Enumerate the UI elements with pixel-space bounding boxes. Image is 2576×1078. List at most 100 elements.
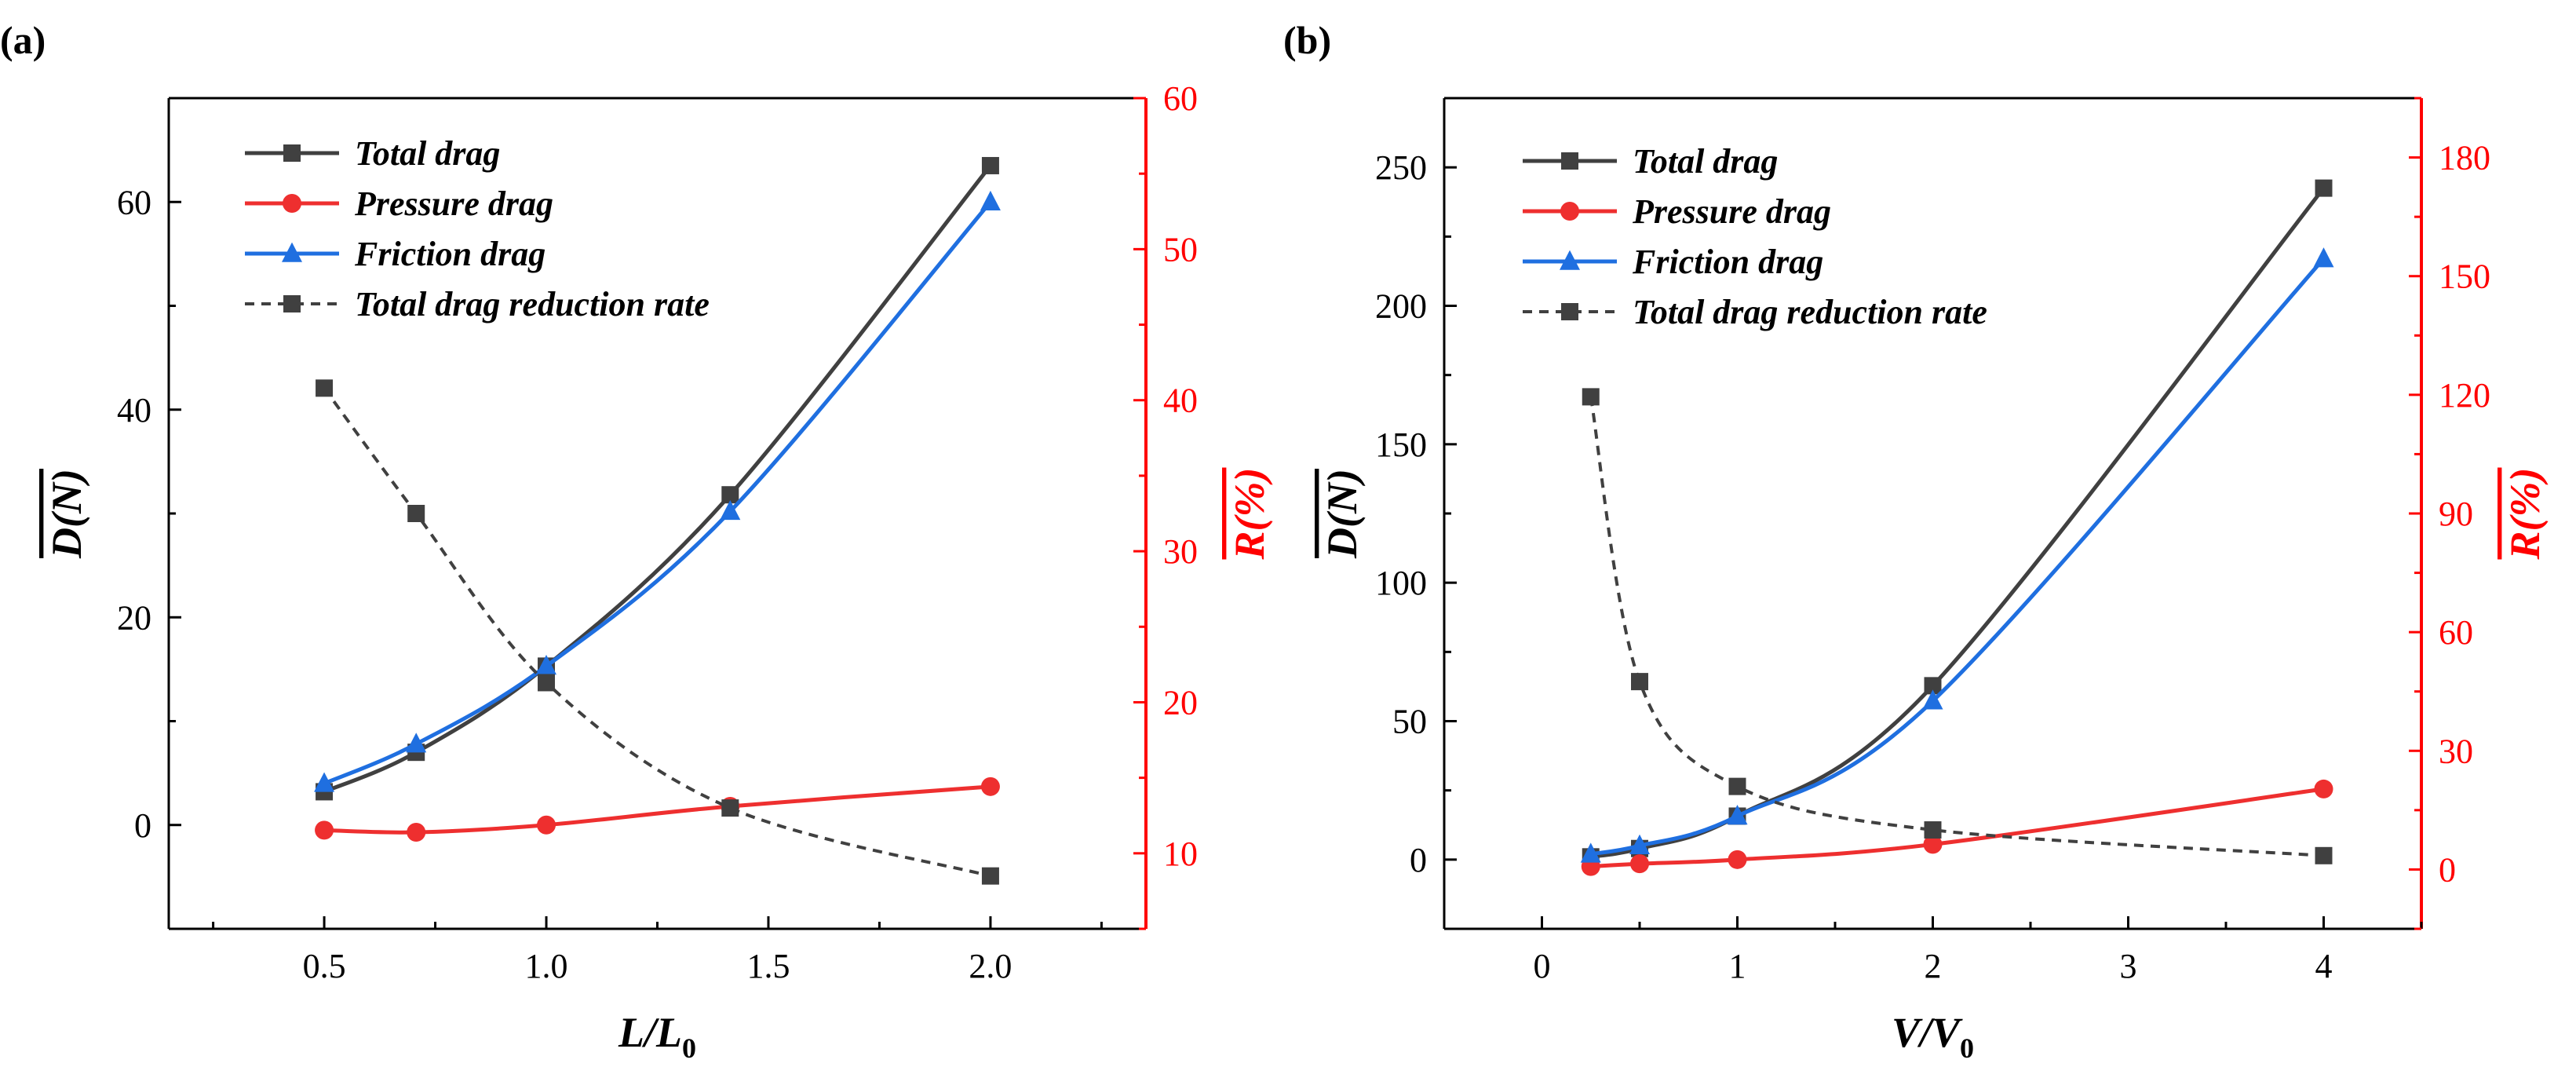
legend-label: Pressure drag [354, 185, 553, 223]
right-tick-label: 0 [2439, 850, 2456, 889]
series-friction [314, 190, 1001, 792]
x-tick-label: 1.0 [525, 947, 568, 985]
legend-label: Total drag [1633, 142, 1778, 181]
data-point-friction [2313, 247, 2334, 268]
legend-label: Friction drag [354, 235, 545, 273]
series-line-rate [1589, 396, 2324, 857]
legend-label: Total drag reduction rate [355, 285, 710, 323]
series-rate [1582, 388, 2333, 864]
right-tick-label: 30 [1163, 532, 1198, 571]
series-line-rate [323, 387, 991, 878]
y-axis-title-main: D(N) [1319, 469, 1366, 559]
y-tick-label: 200 [1375, 287, 1427, 326]
x-tick-label: 4 [2315, 947, 2333, 985]
series-pressure [315, 777, 1000, 842]
x-tick-label: 0.5 [303, 947, 346, 985]
right-axis-title-main: R(%) [2501, 468, 2549, 561]
x-axis-title-subscript: 0 [682, 1032, 696, 1064]
legend-label: Pressure drag [1632, 192, 1831, 231]
data-point-pressure [1728, 850, 1747, 869]
right-tick-label: 150 [2439, 258, 2490, 296]
right-tick-label: 10 [1163, 835, 1198, 873]
data-point-rate [1728, 777, 1746, 795]
x-axis-title-main: L/L [618, 1009, 682, 1056]
legend-marker-rate [1561, 303, 1578, 320]
right-axis-title: R(%) [2501, 468, 2549, 561]
x-tick-label: 2.0 [969, 947, 1012, 985]
legend-marker-friction [282, 242, 302, 262]
x-tick-label: 0 [1534, 947, 1551, 985]
y-tick-label: 60 [117, 183, 151, 221]
legend-marker-total [1561, 152, 1578, 170]
y-tick-label: 50 [1392, 703, 1427, 741]
data-point-rate [2315, 846, 2333, 864]
data-point-pressure [2314, 779, 2333, 798]
series-rate [316, 379, 999, 885]
right-tick-label: 60 [1163, 79, 1198, 118]
data-point-total [1924, 677, 1942, 695]
series-line-friction [1590, 257, 2326, 857]
y-tick-label: 150 [1375, 426, 1427, 464]
data-point-total [2315, 179, 2333, 197]
series-line-pressure [1590, 787, 2324, 869]
legend-marker-friction [1560, 250, 1580, 270]
data-point-rate [538, 674, 556, 692]
data-point-total [981, 156, 999, 174]
x-tick-label: 1 [1729, 947, 1746, 985]
data-point-rate [1924, 821, 1942, 839]
right-tick-label: 40 [1163, 382, 1198, 420]
data-point-pressure [537, 815, 556, 835]
y-tick-label: 0 [134, 806, 151, 845]
x-tick-label: 3 [2120, 947, 2137, 985]
right-tick-label: 90 [2439, 495, 2473, 533]
legend-marker-pressure [1560, 202, 1579, 221]
right-axis-title: R(%) [1226, 468, 1273, 561]
x-axis-title-main: V/V [1892, 1009, 1963, 1056]
y-tick-label: 0 [1410, 841, 1427, 879]
data-point-friction [720, 499, 741, 521]
panel-a: (a)0.5 1.0 1.5 2.00204060102030405060L/L0D(… [0, 18, 1273, 1064]
panel-b: (b) 0 1 2 3 4 0 50 100 150 200 250 0 30 60 90 120 150 180 V… [1283, 18, 2549, 1064]
y-tick-label: 20 [117, 598, 151, 637]
right-tick-label: 180 [2439, 139, 2490, 177]
y-tick-label: 250 [1375, 148, 1427, 187]
right-tick-label: 30 [2439, 732, 2473, 770]
legend-label: Friction drag [1632, 243, 1823, 281]
right-tick-label: 120 [2439, 376, 2490, 415]
data-point-pressure [1923, 835, 1943, 854]
y-axis-title-main: D(N) [43, 469, 90, 559]
panel-label: (b) [1283, 18, 1331, 62]
right-tick-label: 20 [1163, 683, 1198, 722]
x-tick-label: 2 [1925, 947, 1942, 985]
data-point-rate [1631, 673, 1648, 691]
data-point-friction [1727, 805, 1748, 825]
data-point-rate [1582, 388, 1600, 406]
data-point-rate [407, 505, 425, 522]
legend-label: Total drag reduction rate [1633, 293, 1987, 331]
data-point-total [721, 486, 739, 504]
y-axis-title: D(N) [1319, 469, 1366, 559]
y-tick-label: 100 [1375, 564, 1427, 602]
right-tick-label: 60 [2439, 613, 2473, 652]
data-point-friction [536, 655, 557, 675]
data-point-friction [980, 190, 1001, 211]
legend-marker-total [283, 144, 301, 162]
x-axis-title: L/L0 [618, 1009, 696, 1064]
series-friction [1580, 247, 2334, 863]
data-point-rate [721, 799, 739, 817]
legend: Total drag Pressure drag Friction drag Tota… [1523, 142, 1987, 331]
data-point-pressure [407, 823, 426, 842]
series-line-total [1590, 187, 2326, 859]
x-tick-label: 1.5 [746, 947, 790, 985]
data-point-friction [406, 733, 427, 753]
series-total [1582, 179, 2333, 866]
data-point-rate [981, 867, 999, 885]
legend-marker-rate [283, 295, 301, 312]
legend-marker-pressure [283, 194, 301, 213]
legend-label: Total drag [355, 134, 500, 173]
y-tick-label: 40 [117, 391, 151, 429]
data-point-friction [1580, 842, 1601, 863]
data-point-pressure [1630, 854, 1649, 874]
right-tick-label: 50 [1163, 230, 1198, 269]
